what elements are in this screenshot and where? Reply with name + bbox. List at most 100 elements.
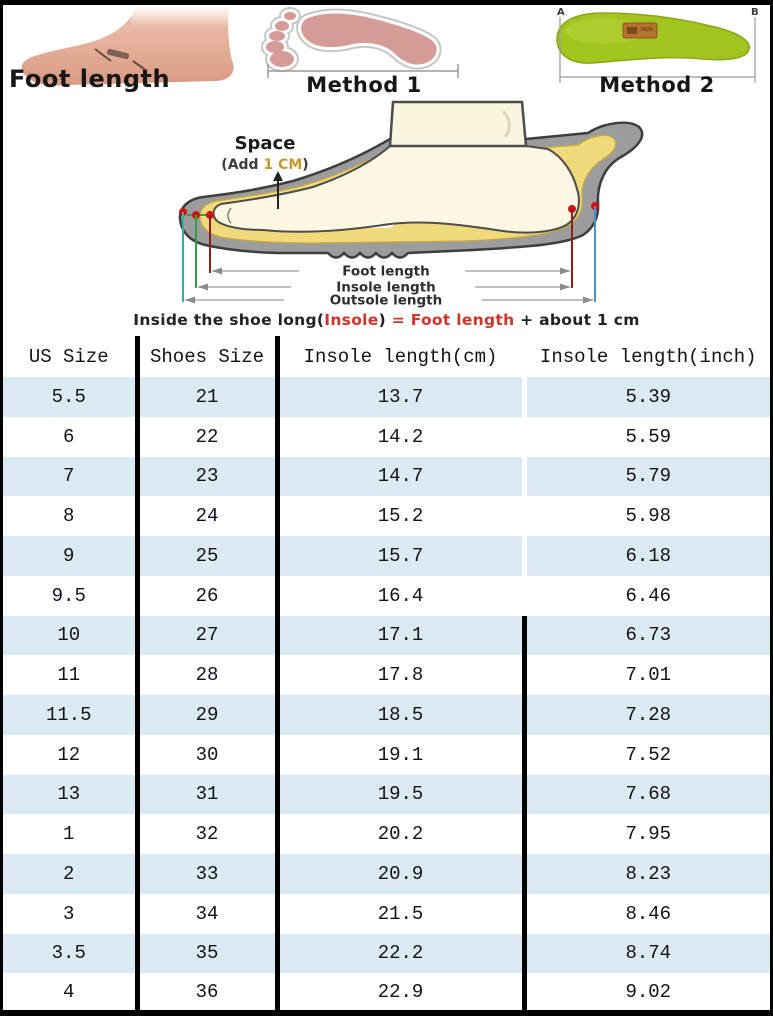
- equation-insole: Insole: [324, 311, 379, 329]
- table-cell: 22.9: [277, 973, 527, 1013]
- table-cell: 36: [137, 973, 280, 1013]
- method2-panel: A B Method 2: [543, 5, 770, 100]
- insole-illustration: A B: [556, 7, 759, 83]
- table-cell: 9: [3, 536, 140, 576]
- space-note: (Add 1 CM): [221, 157, 308, 173]
- table-cell: 13.7: [277, 377, 527, 417]
- table-cell: 31: [137, 774, 280, 815]
- table-header-cell: Shoes Size: [137, 336, 280, 377]
- table-cell: 19.5: [277, 774, 527, 815]
- shoe-diagram: Space (Add 1 CM) Foot length: [178, 100, 644, 309]
- table-row: 11.5 29 18.5 7.28: [3, 695, 770, 735]
- table-cell: 5.79: [625, 465, 672, 488]
- table-cell: 14.2: [277, 416, 527, 457]
- leg-shape: [388, 100, 528, 148]
- table-row: 3.5 35 22.2 8.74: [3, 933, 770, 974]
- foot-annotation-mark: [107, 48, 129, 60]
- equation-text: Inside the shoe long(: [133, 311, 325, 329]
- marker-a: A: [557, 7, 565, 18]
- table-cell: 9.5: [3, 575, 140, 616]
- marker-b: B: [751, 7, 759, 18]
- table-cell: 22: [137, 416, 280, 457]
- table-row: 6 22 14.2 5.59: [3, 416, 770, 457]
- method1-measure-line: [267, 64, 459, 78]
- insole-logo-tag: [622, 22, 658, 39]
- table-cell: 6.73: [625, 624, 672, 647]
- space-label: Space: [235, 133, 296, 154]
- table-cell: 3.5: [3, 933, 140, 974]
- table-cell: 5.98: [625, 505, 672, 528]
- table-cell: 17.1: [277, 615, 527, 656]
- table-cell: 8: [3, 496, 140, 536]
- size-table-body: 5.5 21 13.7 5.39 6 22 14.2 5.59 7 23 14.7 5.79 8 24 15…: [3, 377, 770, 1013]
- table-row: 1 32 20.2 7.95: [3, 814, 770, 854]
- method1-label: Method 1: [306, 73, 422, 97]
- table-cell: 12: [3, 734, 140, 775]
- table-cell: 15.7: [277, 536, 527, 576]
- table-header-row: US Size Shoes Size Insole length(cm) Insole…: [3, 336, 770, 377]
- table-cell: 26: [137, 575, 280, 616]
- insole-length-measure-label: Insole length: [336, 280, 436, 296]
- table-header-cell: Insole length(inch): [539, 345, 757, 368]
- table-cell: 21: [137, 377, 280, 417]
- size-table: US Size Shoes Size Insole length(cm) Insole…: [3, 336, 770, 1016]
- table-cell: 7: [3, 456, 140, 497]
- table-cell: 9.02: [625, 980, 672, 1003]
- table-cell: 10: [3, 615, 140, 656]
- table-row: 4 36 22.9 9.02: [3, 973, 770, 1013]
- table-row: 11 28 17.8 7.01: [3, 655, 770, 695]
- table-cell: 33: [137, 854, 280, 894]
- table-cell: 5.5: [3, 377, 140, 417]
- table-cell: 6.18: [625, 544, 672, 567]
- outsole-length-measure-label: Outsole length: [330, 293, 442, 309]
- insole-equation: Inside the shoe long(Insole) = Foot leng…: [3, 311, 770, 329]
- table-cell: 5.39: [625, 385, 672, 408]
- table-cell: 7.95: [625, 823, 672, 846]
- table-cell: 6: [3, 416, 140, 457]
- table-row: 2 33 20.9 8.23: [3, 854, 770, 894]
- table-row: 5.5 21 13.7 5.39: [3, 377, 770, 417]
- table-cell: 32: [137, 814, 280, 854]
- table-cell: 8.74: [625, 942, 672, 965]
- equation-text: ): [378, 311, 392, 329]
- foot-photo-panel: Foot length: [3, 5, 258, 100]
- foot-arrow-marks: [94, 48, 148, 72]
- table-cell: 20.9: [277, 854, 527, 894]
- table-row: 13 31 19.5 7.68: [3, 774, 770, 815]
- table-row: 9 25 15.7 6.18: [3, 536, 770, 576]
- table-cell: 22.2: [277, 933, 527, 974]
- table-cell: 7.52: [625, 743, 672, 766]
- table-cell: 30: [137, 734, 280, 775]
- table-cell: 25: [137, 536, 280, 576]
- table-cell: 20.2: [277, 814, 527, 854]
- table-cell: 34: [137, 893, 280, 934]
- table-cell: 21.5: [277, 893, 527, 934]
- table-cell: 4: [3, 973, 140, 1013]
- table-cell: 6.46: [625, 584, 672, 607]
- table-cell: 2: [3, 854, 140, 894]
- table-cell: 11: [3, 655, 140, 695]
- space-arrow: [273, 171, 283, 209]
- table-cell: 23: [137, 456, 280, 497]
- table-row: 7 23 14.7 5.79: [3, 456, 770, 497]
- table-row: 12 30 19.1 7.52: [3, 734, 770, 775]
- table-cell: 5.59: [625, 425, 672, 448]
- table-cell: 16.4: [277, 575, 527, 616]
- footprint-illustration: [261, 7, 459, 78]
- table-cell: 35: [137, 933, 280, 974]
- table-cell: 3: [3, 893, 140, 934]
- equation-foot-length: Foot length: [410, 311, 515, 329]
- table-cell: 7.68: [625, 783, 672, 806]
- table-cell: 8.46: [625, 902, 672, 925]
- table-cell: 8.23: [625, 862, 672, 885]
- table-row: 3 34 21.5 8.46: [3, 893, 770, 934]
- table-cell: 28: [137, 655, 280, 695]
- table-header-cell: US Size: [3, 336, 140, 377]
- table-row: 9.5 26 16.4 6.46: [3, 575, 770, 616]
- table-cell: 13: [3, 774, 140, 815]
- table-cell: 29: [137, 695, 280, 735]
- foot-length-label: Foot length: [9, 65, 171, 93]
- table-row: 8 24 15.2 5.98: [3, 496, 770, 536]
- table-cell: 24: [137, 496, 280, 536]
